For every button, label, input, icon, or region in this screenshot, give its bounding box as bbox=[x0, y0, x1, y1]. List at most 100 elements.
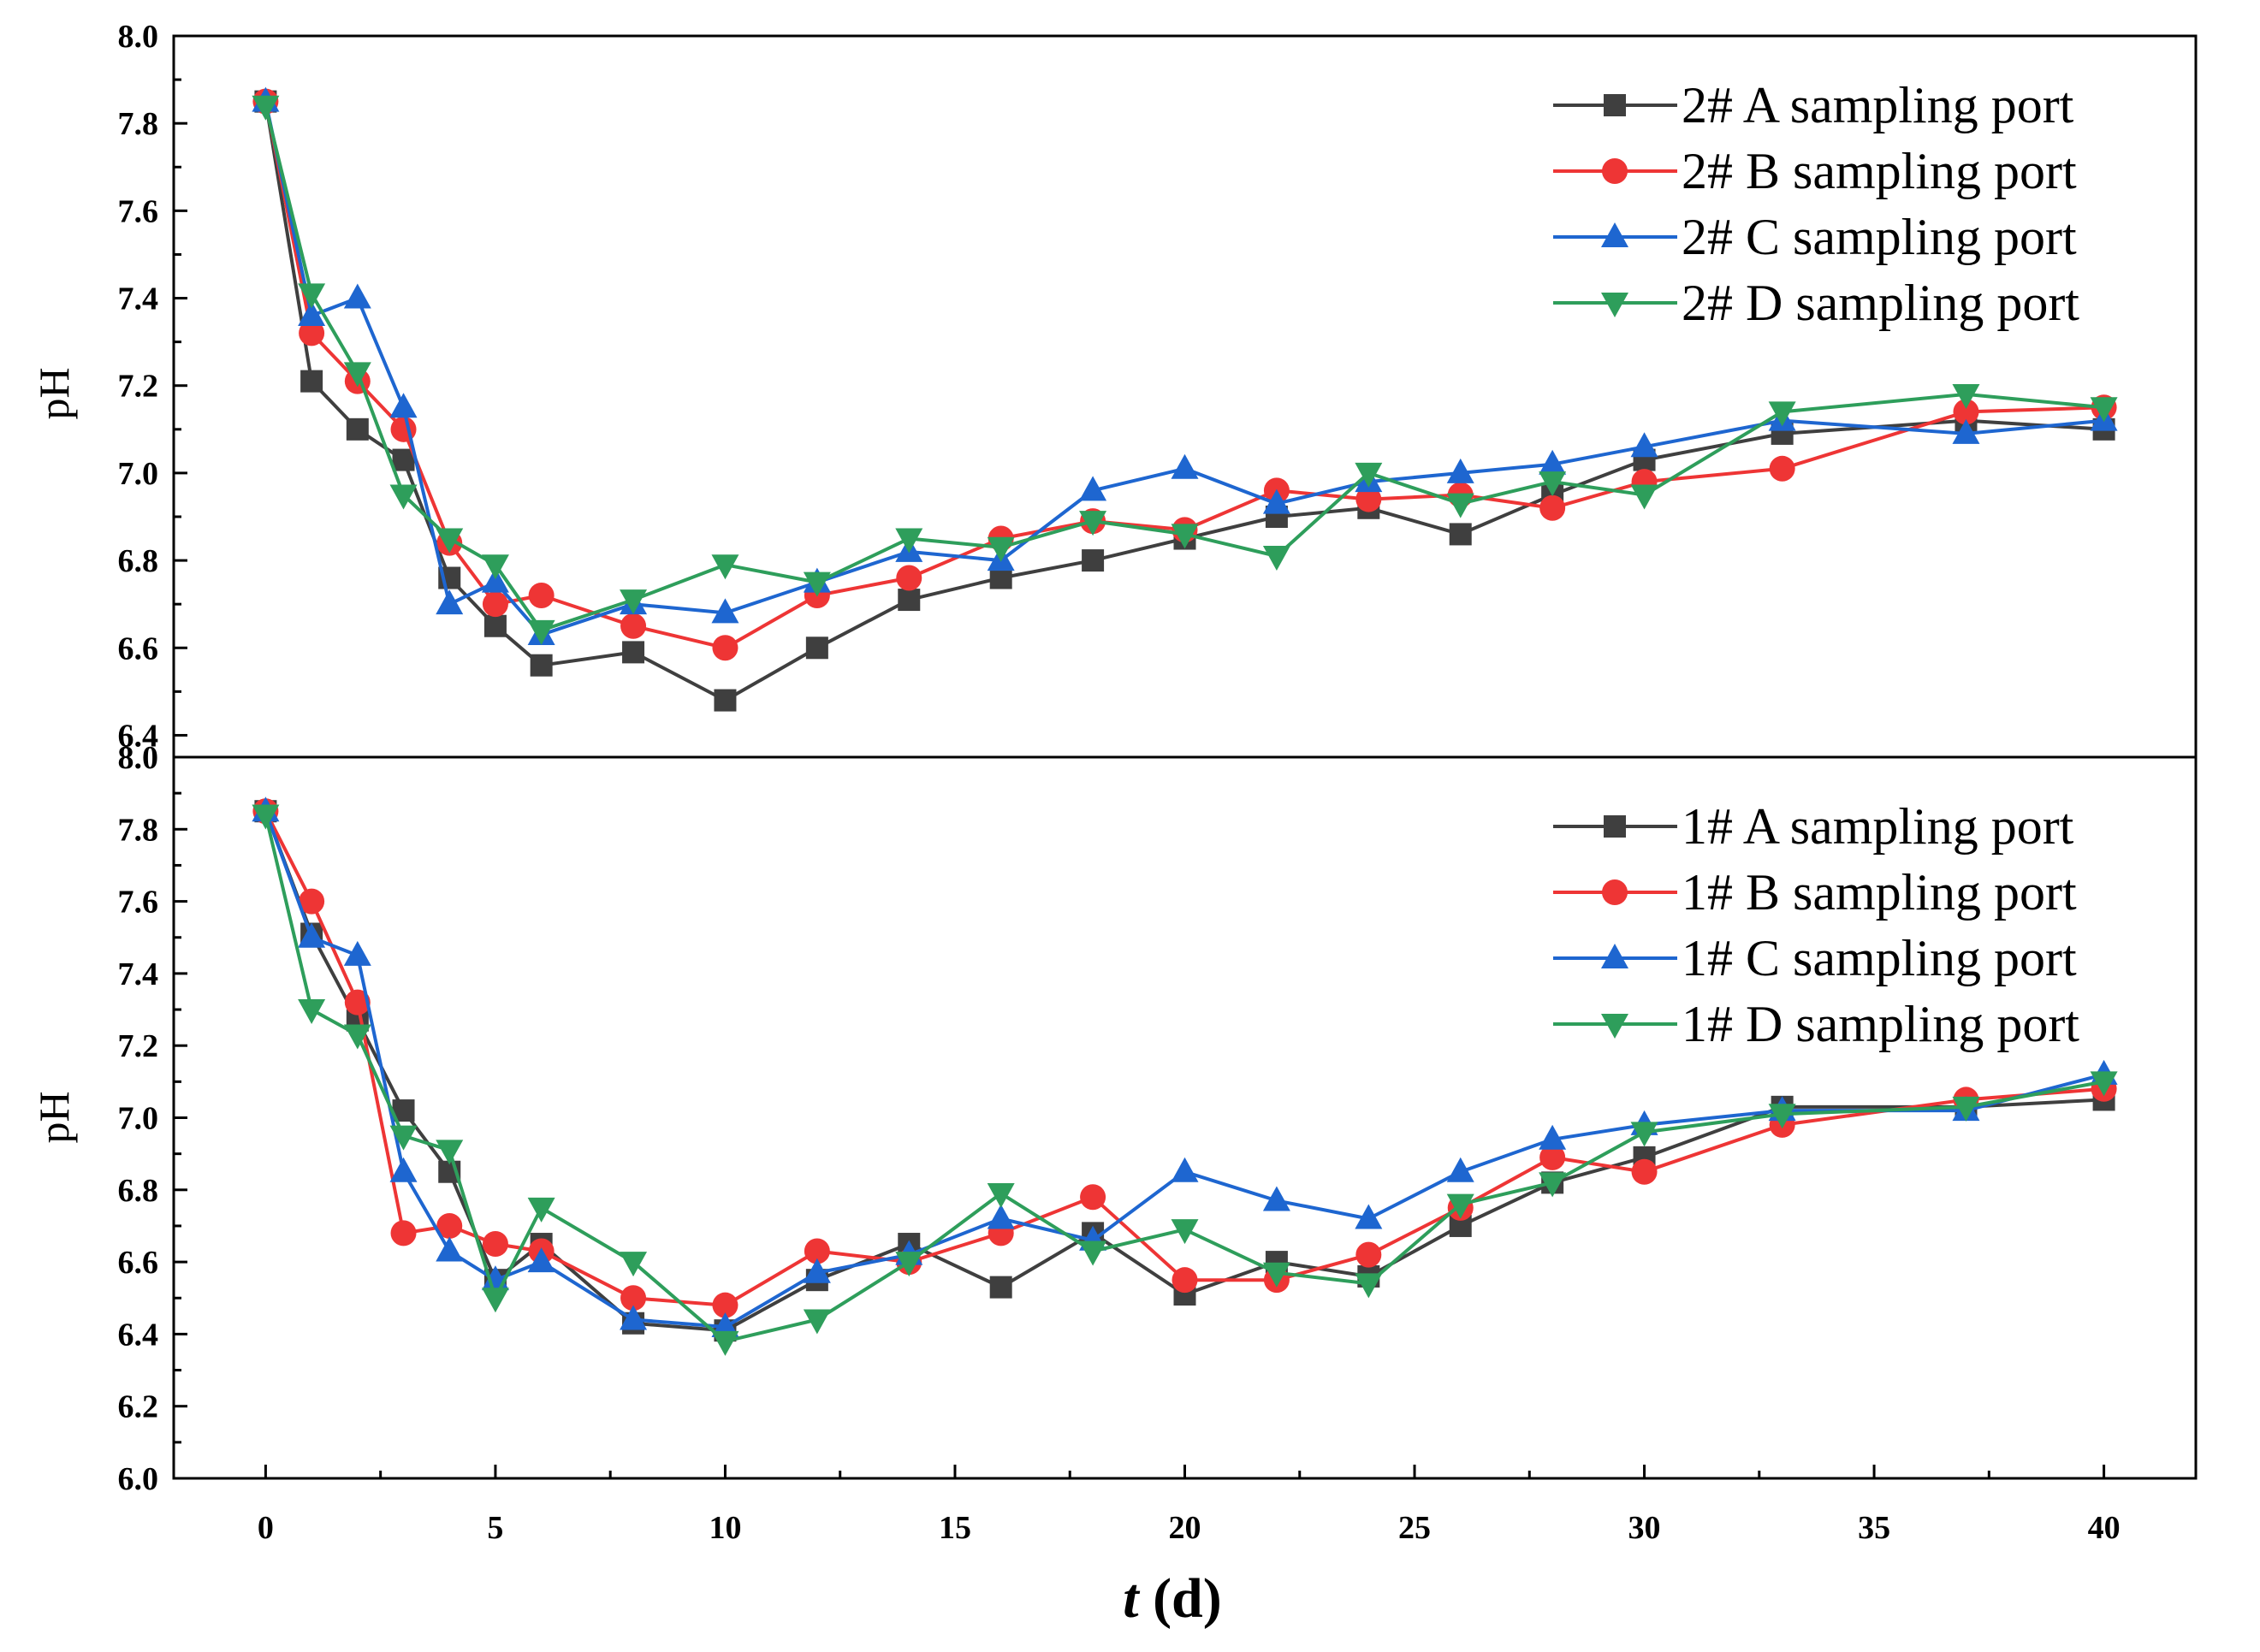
data-point bbox=[804, 1238, 830, 1264]
bottom-legend: 1# A sampling port 1# B sampling port 1# C… bbox=[1553, 798, 2079, 1052]
x-tick-label: 10 bbox=[709, 1510, 741, 1546]
legend-marker bbox=[1604, 94, 1626, 116]
legend-label: 1# A sampling port bbox=[1682, 798, 2074, 855]
y-tick-label: 6.0 bbox=[118, 1461, 159, 1497]
data-point bbox=[803, 1309, 831, 1335]
y-tick-label: 7.4 bbox=[118, 281, 159, 317]
data-point bbox=[803, 1258, 831, 1283]
data-point bbox=[1539, 471, 1567, 497]
data-point bbox=[298, 283, 326, 309]
series-line bbox=[264, 810, 2105, 1329]
data-point bbox=[481, 1288, 509, 1313]
x-tick-label: 35 bbox=[1858, 1510, 1890, 1546]
series-triangle-down bbox=[252, 804, 2118, 1356]
x-tick-label: 40 bbox=[2088, 1510, 2121, 1546]
data-point bbox=[2090, 1071, 2118, 1097]
y-tick-label: 8.0 bbox=[118, 19, 159, 55]
legend-marker bbox=[1602, 879, 1628, 905]
data-point bbox=[896, 565, 922, 591]
data-point bbox=[1171, 453, 1199, 479]
top-y-axis-label: pH bbox=[30, 367, 78, 419]
legend-marker bbox=[1604, 815, 1626, 838]
bottom-y-axis-label: pH bbox=[30, 1091, 78, 1143]
data-point bbox=[1539, 449, 1567, 475]
data-point bbox=[481, 554, 509, 580]
legend-entry: 1# A sampling port bbox=[1553, 798, 2074, 855]
data-point bbox=[712, 635, 739, 661]
data-point bbox=[987, 1204, 1015, 1229]
data-point bbox=[346, 417, 369, 441]
x-tick-label: 20 bbox=[1169, 1510, 1201, 1546]
y-tick-label: 6.8 bbox=[118, 1173, 159, 1209]
x-tick-label: 0 bbox=[258, 1510, 274, 1546]
data-point bbox=[711, 598, 739, 624]
legend-label: 1# C sampling port bbox=[1682, 930, 2077, 986]
legend-marker bbox=[1601, 944, 1628, 968]
data-point bbox=[898, 589, 921, 612]
data-point bbox=[1768, 401, 1796, 427]
data-point bbox=[343, 940, 371, 966]
legend-label: 1# D sampling port bbox=[1682, 996, 2079, 1052]
data-point bbox=[622, 641, 645, 664]
y-tick-label: 6.4 bbox=[118, 1317, 159, 1353]
x-tick-label: 15 bbox=[939, 1510, 971, 1546]
data-point bbox=[712, 1292, 739, 1318]
data-point bbox=[252, 95, 280, 121]
series-line bbox=[264, 101, 2104, 637]
data-point bbox=[530, 654, 553, 677]
data-point bbox=[1262, 488, 1290, 514]
data-point bbox=[1171, 1219, 1199, 1245]
data-point bbox=[1539, 1172, 1567, 1198]
y-tick-label: 7.0 bbox=[118, 456, 159, 492]
data-point bbox=[1631, 1158, 1658, 1185]
data-point bbox=[1446, 458, 1474, 483]
x-axis-label-unit: (d) bbox=[1139, 1567, 1222, 1630]
legend-label: 2# A sampling port bbox=[1682, 77, 2074, 133]
data-point bbox=[389, 1125, 418, 1151]
data-point bbox=[1446, 493, 1474, 518]
y-tick-label: 6.2 bbox=[118, 1389, 159, 1425]
data-point bbox=[527, 1197, 555, 1223]
legend-label: 2# B sampling port bbox=[1682, 143, 2077, 199]
data-point bbox=[1079, 476, 1107, 501]
y-tick-label: 6.8 bbox=[118, 543, 159, 579]
series-line bbox=[264, 814, 2104, 1343]
legend-entry: 2# A sampling port bbox=[1553, 77, 2074, 133]
data-point bbox=[482, 591, 508, 618]
data-point bbox=[1952, 383, 1980, 409]
data-point bbox=[1539, 1124, 1567, 1150]
data-point bbox=[1446, 1157, 1474, 1182]
series-triangle-down bbox=[252, 95, 2118, 645]
y-tick-label: 6.6 bbox=[118, 1245, 159, 1281]
data-point bbox=[711, 1330, 739, 1356]
data-point bbox=[389, 1157, 418, 1182]
data-point bbox=[389, 484, 418, 510]
data-point bbox=[803, 571, 831, 597]
data-point bbox=[1082, 549, 1105, 572]
bottom-panel-chart: 6.0 6.2 6.4 6.6 6.8 7.0 7.2 7.4 7.6 7.8 8.0 0 5 10 15… bbox=[30, 740, 2198, 1630]
data-point bbox=[298, 999, 326, 1025]
data-point bbox=[1446, 1193, 1474, 1219]
legend-label: 2# D sampling port bbox=[1682, 275, 2079, 331]
data-point bbox=[436, 1236, 464, 1262]
data-point bbox=[298, 922, 326, 948]
top-legend: 2# A sampling port 2# B sampling port 2# C… bbox=[1553, 77, 2079, 331]
data-point bbox=[392, 448, 415, 471]
data-point bbox=[1171, 1157, 1199, 1182]
x-axis-label: t (d) bbox=[1123, 1567, 1222, 1630]
data-point bbox=[620, 1252, 648, 1277]
x-tick-label: 5 bbox=[487, 1510, 503, 1546]
data-point bbox=[436, 589, 464, 615]
data-point bbox=[987, 536, 1015, 562]
legend-label: 1# B sampling port bbox=[1682, 864, 2077, 921]
data-point bbox=[1262, 1186, 1290, 1211]
data-point bbox=[989, 1276, 1012, 1299]
x-axis-label-variable: t bbox=[1123, 1567, 1140, 1630]
data-point bbox=[389, 393, 418, 418]
data-point bbox=[1953, 399, 1979, 425]
data-point bbox=[1080, 1184, 1106, 1211]
data-point bbox=[1630, 484, 1658, 510]
series-line bbox=[264, 105, 2104, 632]
legend-marker bbox=[1601, 293, 1628, 317]
